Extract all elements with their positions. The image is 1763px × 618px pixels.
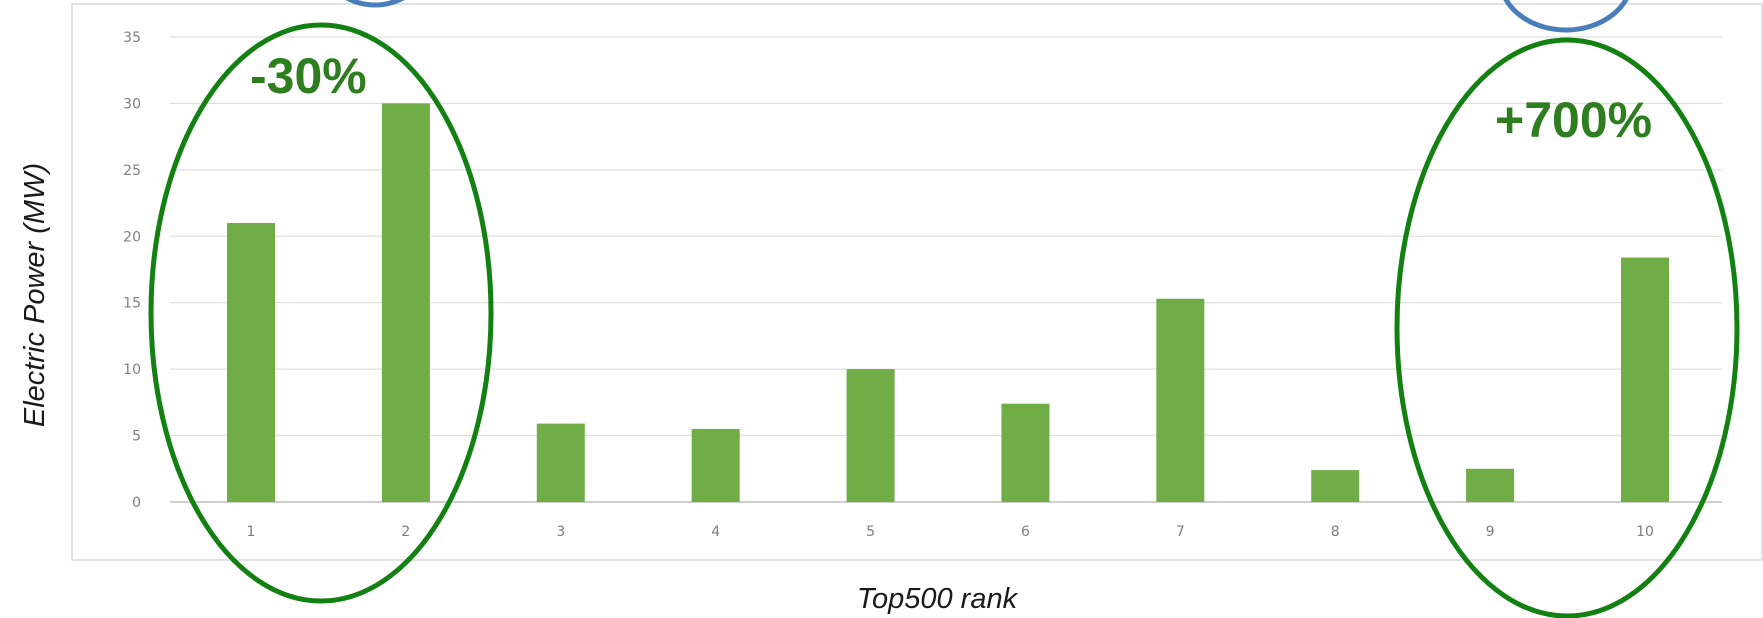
x-tick-label: 1 bbox=[247, 524, 256, 540]
x-tick-label: 9 bbox=[1486, 524, 1495, 540]
y-tick-label: 25 bbox=[123, 163, 141, 179]
x-axis-title: Top500 rank bbox=[857, 583, 1019, 615]
y-tick-label: 35 bbox=[123, 30, 141, 46]
x-tick-label: 3 bbox=[556, 524, 565, 540]
y-tick-label: 5 bbox=[132, 429, 141, 445]
callout-right: +700% bbox=[1495, 92, 1652, 148]
partial-circle-right bbox=[1503, 0, 1629, 33]
bar bbox=[227, 223, 275, 502]
x-tick-label: 4 bbox=[711, 524, 720, 540]
y-axis-title: Electric Power (MW) bbox=[19, 163, 51, 427]
x-tick-labels: 1 2 3 4 5 6 7 8 9 10 bbox=[247, 524, 1654, 540]
bar bbox=[536, 423, 585, 502]
bars bbox=[227, 103, 1669, 502]
bar bbox=[1311, 470, 1360, 502]
y-tick-labels: 0 5 10 15 20 25 30 35 bbox=[123, 30, 141, 511]
bar bbox=[1621, 257, 1669, 502]
bar bbox=[1001, 403, 1050, 502]
y-tick-label: 15 bbox=[123, 296, 141, 312]
bar bbox=[691, 428, 740, 502]
partial-circle-left bbox=[345, 0, 405, 8]
y-tick-label: 0 bbox=[132, 495, 141, 511]
highlight-ellipse-right bbox=[1394, 37, 1740, 618]
x-tick-label: 7 bbox=[1176, 524, 1185, 540]
bar bbox=[846, 369, 895, 502]
x-tick-label: 6 bbox=[1021, 524, 1030, 540]
y-tick-label: 30 bbox=[123, 96, 141, 112]
x-tick-label: 5 bbox=[866, 524, 875, 540]
highlight-ellipse-left bbox=[148, 22, 494, 604]
y-tick-label: 10 bbox=[123, 362, 141, 378]
plot-frame bbox=[71, 3, 1763, 561]
y-tick-label: 20 bbox=[123, 229, 141, 245]
x-tick-label: 10 bbox=[1636, 524, 1654, 540]
bar bbox=[1156, 298, 1205, 502]
bar bbox=[381, 103, 430, 502]
x-tick-label: 2 bbox=[401, 524, 410, 540]
x-tick-label: 8 bbox=[1331, 524, 1340, 540]
bar bbox=[1466, 468, 1515, 502]
callout-left: -30% bbox=[250, 48, 367, 104]
